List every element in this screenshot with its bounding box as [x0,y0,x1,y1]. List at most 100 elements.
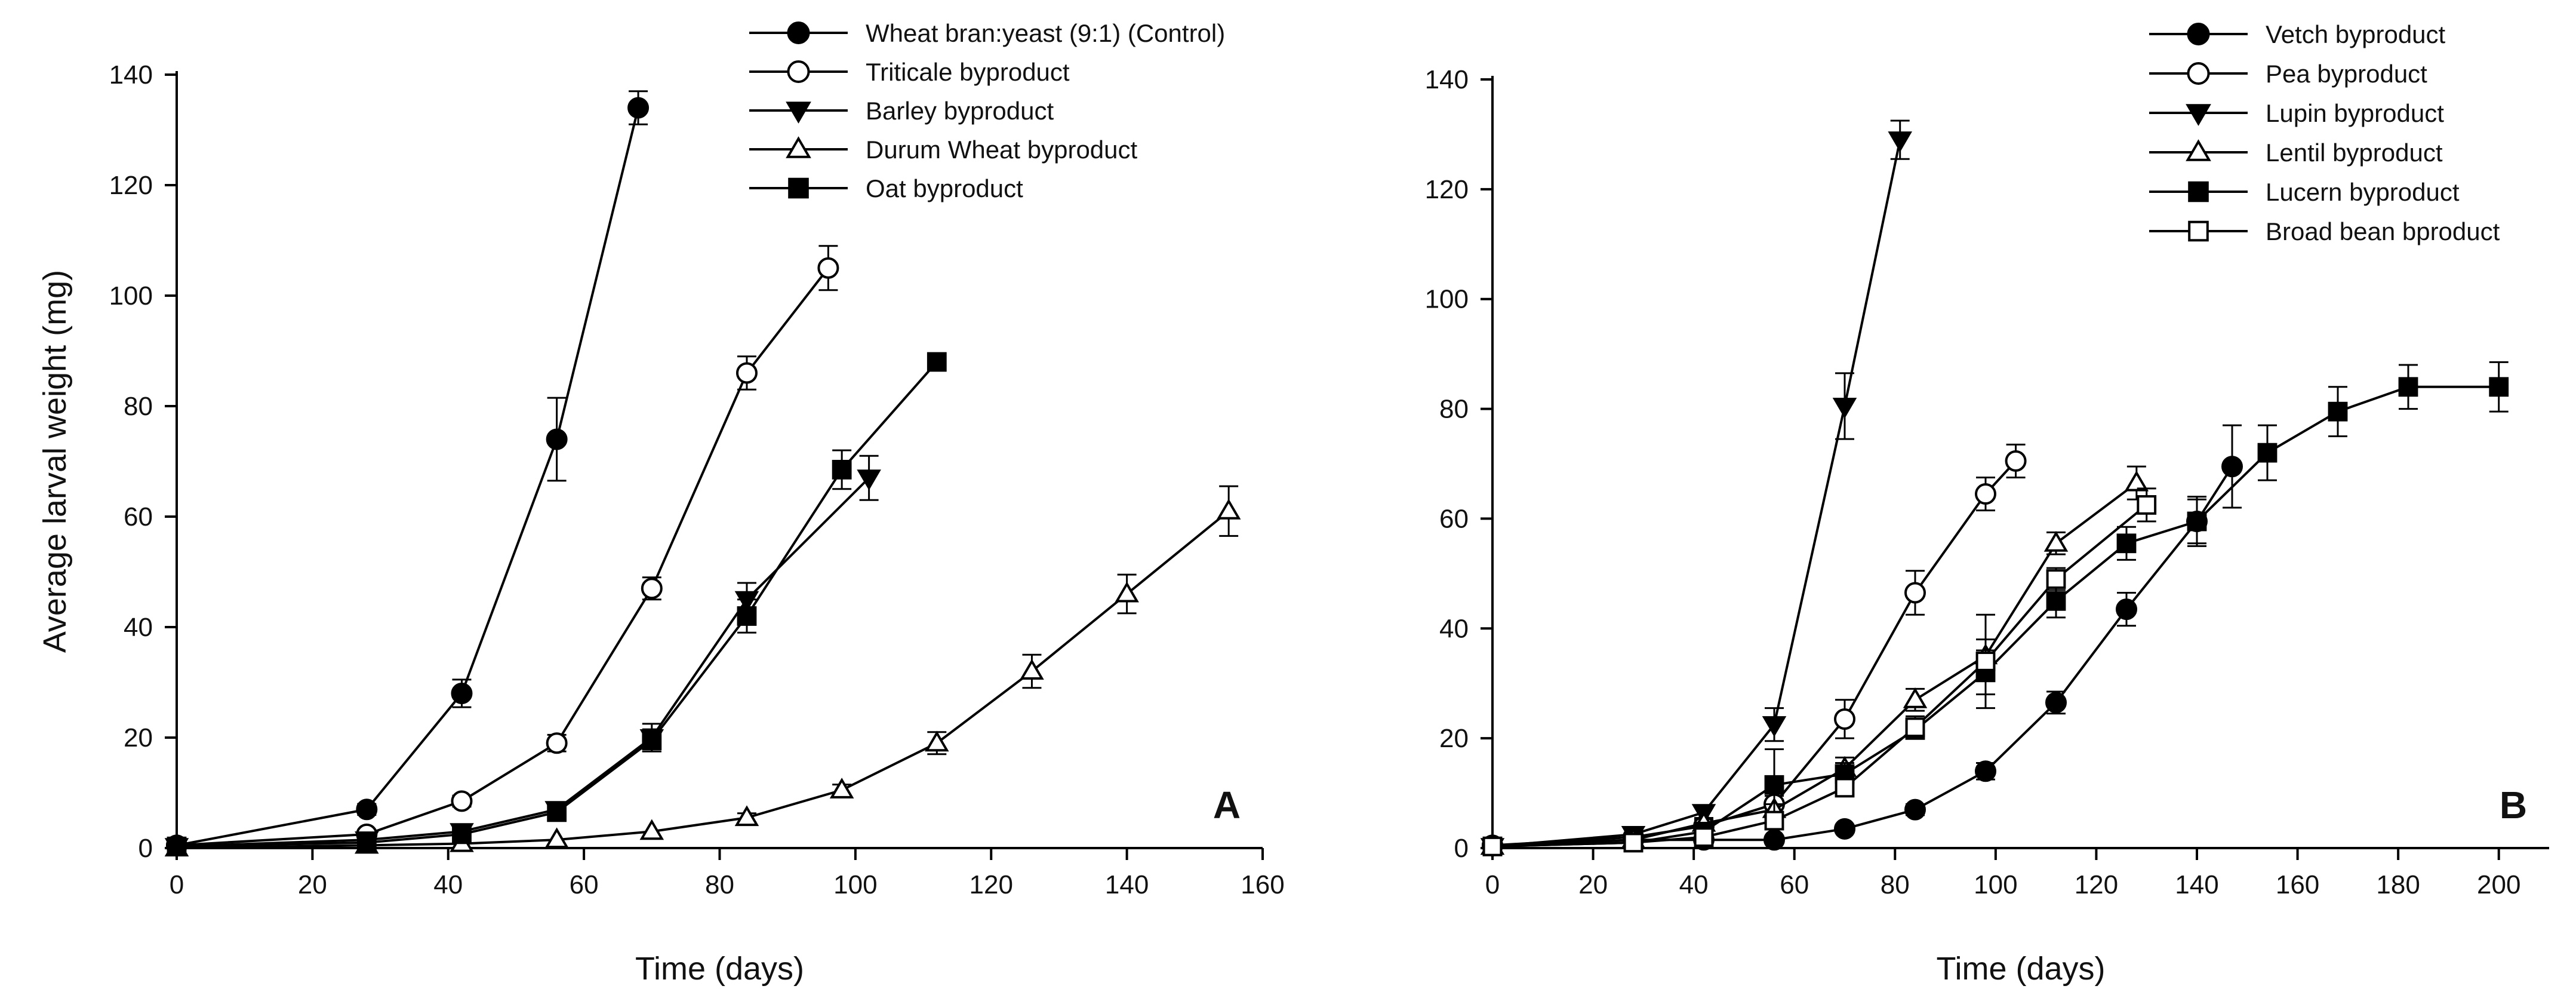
x-tick-label: 180 [2376,870,2420,899]
series-wheat-bran-yeast-9-1-control [166,90,650,856]
legend-marker [786,136,811,158]
legend-marker [787,60,810,83]
data-point [2043,531,2069,552]
x-tick-label: 120 [2075,870,2118,899]
series-line [1492,460,2017,847]
y-tick-label: 40 [124,613,153,642]
y-tick-label: 0 [1454,834,1469,863]
legend-marker [2187,23,2210,45]
series-barley-byproduct [164,454,881,859]
data-point [829,778,854,799]
y-tick-label: 140 [109,60,153,90]
y-tick-label: 20 [124,723,153,753]
data-point [857,469,881,491]
data-point [1764,810,1784,831]
series-line [1492,139,1901,848]
legend-item: Oat byproduct [749,174,1023,202]
legend-label: Pea byproduct [2266,60,2427,88]
legend-label: Oat byproduct [866,174,1023,202]
data-point [639,819,664,840]
legend-item: Barley byproduct [749,97,1054,125]
data-point [1216,498,1241,520]
data-point [1975,760,1996,782]
data-point [2489,377,2509,397]
legend-marker [2186,139,2211,161]
data-point [1975,483,1996,505]
y-tick-label: 0 [139,834,153,863]
x-tick-label: 160 [2276,870,2319,899]
y-tick-label: 120 [1425,175,1469,204]
y-tick-label: 80 [1439,395,1469,424]
legend-item: Vetch byproduct [2149,20,2446,48]
x-tick-label: 40 [433,870,463,899]
series-lupin-byproduct [1480,119,1912,859]
legend-item: Lupin byproduct [2149,99,2444,127]
x-tick-label: 140 [2175,870,2218,899]
data-point [2045,692,2067,714]
series-lentil-byproduct [1480,465,2149,855]
data-point [451,683,473,704]
panel-label: B [2500,784,2527,827]
series-line [1492,385,2499,848]
data-point [1115,581,1139,603]
series-durum-wheat-byproduct [164,485,1241,856]
data-point [546,428,568,450]
data-point [2398,377,2418,397]
series-lucern-byproduct [1482,361,2509,856]
y-tick-label: 40 [1439,614,1469,643]
legend-item: Lucern byproduct [2149,178,2460,206]
data-point [2187,511,2207,532]
x-tick-label: 100 [833,870,877,899]
data-point [1888,131,1912,152]
data-point [737,606,757,626]
y-tick-label: 20 [1439,724,1469,753]
data-point [1482,836,1503,856]
legend-label: Lupin byproduct [2266,99,2444,127]
data-point [735,362,758,384]
data-point [167,836,187,856]
legend-label: Durum Wheat byproduct [866,136,1138,164]
data-point [925,730,949,752]
series-triticale-byproduct [166,245,839,856]
legend-label: Broad bean bproduct [2266,217,2500,245]
x-tick-label: 120 [970,870,1013,899]
x-tick-label: 200 [2477,870,2520,899]
legend-marker [786,102,811,124]
y-axis-title: Average larval weight (mg) [37,270,73,653]
legend-item: Triticale byproduct [749,58,1070,86]
data-point [832,459,852,480]
data-point [451,790,473,812]
legend-marker [2188,220,2209,242]
series-oat-byproduct [167,352,947,856]
x-tick-label: 0 [170,870,184,899]
data-point [2137,495,2157,515]
legend-marker [2186,104,2211,126]
data-point [1623,833,1644,853]
data-point [927,352,947,372]
x-axis-title: Time (days) [1936,951,2105,987]
data-point [452,824,472,844]
data-point [1903,687,1928,708]
data-point [1764,775,1784,795]
y-tick-label: 120 [109,171,153,200]
x-tick-label: 20 [1578,870,1608,899]
y-tick-label: 140 [1425,65,1469,94]
data-point [734,805,759,827]
data-point [817,257,839,279]
data-point [544,827,569,849]
legend-label: Barley byproduct [866,97,1054,125]
y-tick-label: 100 [109,281,153,311]
data-point [1904,799,1926,821]
data-point [642,730,662,751]
legend-marker [787,22,810,44]
y-tick-label: 100 [1425,285,1469,314]
data-point [2221,456,2243,478]
legend-item: Lentil byproduct [2149,139,2443,167]
panel-a: 0 20 40 60 80 100 120 140 160 0 20 40 60 80 100 120 140 T… [37,19,1285,987]
legend-marker [788,177,809,199]
series-line [1492,466,2233,847]
data-point [2116,533,2137,554]
x-axis-title: Time (days) [635,951,804,987]
data-point [2046,591,2066,611]
